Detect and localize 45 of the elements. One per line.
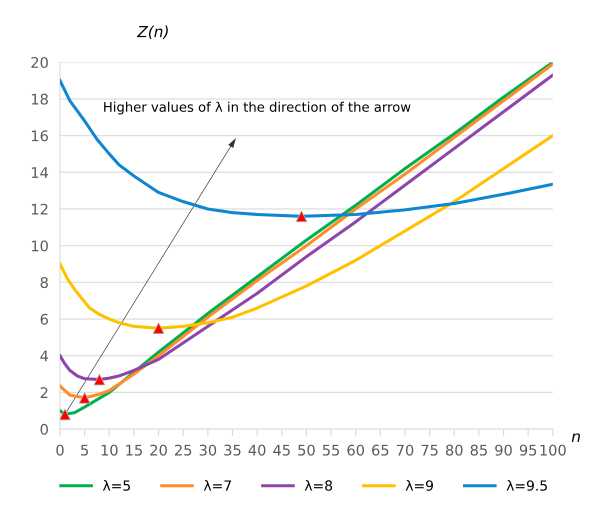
y-tick-label: 0: [40, 424, 48, 435]
y-tick-label: 12: [32, 204, 48, 215]
x-tick-label: 35: [224, 444, 240, 456]
point: [78, 392, 90, 404]
x-tick-label: 75: [422, 444, 438, 456]
legend-label: λ=8: [304, 480, 332, 491]
x-tick-label: 5: [81, 444, 88, 456]
legend-label: λ=9: [406, 480, 433, 491]
x-tick-label: 0: [56, 444, 64, 456]
x-tick-label: 60: [347, 444, 364, 456]
x-tick-label: 20: [150, 444, 167, 456]
x-tick-label: 100: [540, 444, 566, 456]
y-tick-label: 18: [32, 94, 48, 105]
y-axis-title: Z(n): [136, 26, 168, 40]
y-tick-label: 8: [40, 277, 48, 288]
y-tick-label: 16: [32, 130, 48, 142]
y-tick-label: 14: [32, 167, 48, 178]
x-tick-label: 90: [495, 444, 512, 456]
x-tick-label: 95: [520, 444, 536, 456]
y-tick-label: 20: [31, 56, 48, 68]
y-tick-label: 2: [40, 387, 48, 398]
point: [296, 210, 308, 222]
x-tick-label: 10: [102, 444, 118, 456]
x-tick-label: 65: [372, 444, 388, 456]
point: [152, 322, 164, 334]
annotation: Higher values of λ in the direction of the arrow: [104, 102, 411, 114]
y-tick-label: 4: [40, 350, 48, 362]
point: [60, 408, 71, 420]
x-tick-label: 25: [174, 444, 192, 456]
x-tick-label: 40: [248, 444, 266, 456]
x-tick-label: 30: [200, 444, 216, 456]
x-tick-label: 80: [446, 444, 463, 456]
y-tick-label: 6: [40, 314, 48, 325]
x-axis-title: n: [572, 433, 580, 442]
x-tick-label: 55: [322, 444, 340, 456]
x-tick-label: 45: [273, 444, 290, 456]
x-tick-label: 15: [126, 444, 142, 456]
point: [94, 374, 106, 386]
legend-label: λ=9.5: [506, 480, 547, 491]
x-tick-label: 85: [470, 444, 487, 456]
legend-label: λ=7: [204, 480, 231, 491]
y-tick-label: 10: [32, 240, 48, 252]
x-tick-label: 50: [298, 444, 315, 456]
legend-label: λ=5: [102, 480, 130, 491]
x-tick-label: 70: [396, 444, 414, 456]
